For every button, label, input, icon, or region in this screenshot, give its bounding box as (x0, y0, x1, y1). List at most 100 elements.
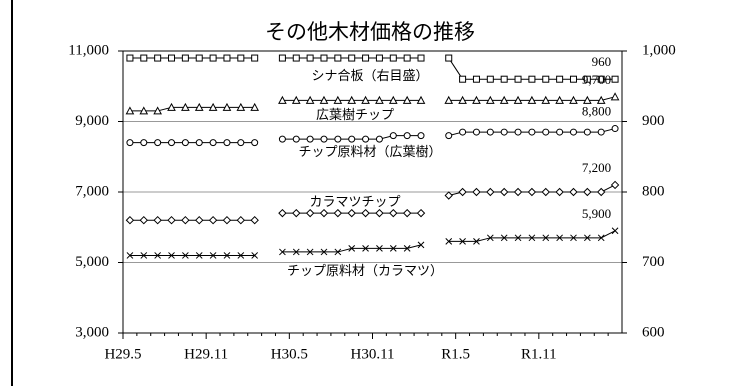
marker (389, 245, 397, 252)
marker (222, 215, 232, 225)
marker (126, 139, 134, 147)
marker (583, 187, 592, 197)
marker (486, 75, 494, 83)
marker (542, 75, 550, 83)
marker (333, 95, 343, 104)
marker (569, 75, 577, 83)
value-label: 7,200 (582, 160, 611, 175)
series-line (129, 128, 616, 144)
marker (499, 187, 509, 197)
marker (611, 227, 619, 235)
y-tick-label: 5,000 (75, 254, 109, 270)
marker (459, 128, 467, 136)
marker (348, 135, 356, 143)
marker (569, 187, 578, 197)
marker (237, 252, 245, 259)
marker (541, 187, 550, 197)
marker (361, 95, 370, 104)
series-label: カラマツチップ (309, 194, 400, 209)
marker (279, 248, 286, 256)
marker (486, 128, 494, 136)
marker (569, 128, 577, 136)
marker (167, 215, 176, 225)
marker (320, 248, 328, 256)
marker (611, 75, 619, 83)
marker (597, 187, 606, 197)
value-label: 960 (592, 54, 612, 69)
marker (472, 187, 481, 197)
marker (181, 139, 189, 147)
marker (195, 252, 203, 259)
marker (556, 234, 563, 242)
marker (292, 135, 300, 143)
marker (375, 208, 384, 218)
value-label: 9,700 (582, 72, 611, 87)
marker (610, 92, 620, 101)
marker (514, 75, 522, 83)
y-tick-label: 9,000 (75, 113, 109, 129)
marker (194, 102, 204, 111)
marker (570, 234, 577, 242)
marker (195, 139, 203, 147)
marker (528, 234, 536, 242)
marker (140, 252, 148, 259)
x-tick-label: H30.11 (350, 346, 394, 362)
marker (362, 245, 369, 252)
marker (402, 208, 412, 218)
marker (402, 95, 412, 104)
marker (140, 54, 148, 62)
x-tick-label: R1.5 (441, 346, 470, 362)
marker (237, 54, 245, 62)
marker (389, 208, 398, 218)
marker (486, 187, 495, 197)
marker (528, 75, 536, 83)
marker (389, 54, 397, 62)
marker (472, 75, 480, 83)
value-label: 8,800 (582, 104, 611, 119)
marker (403, 132, 411, 140)
marker (388, 95, 398, 104)
series-label: 広葉樹チップ (316, 107, 394, 122)
series-line (129, 230, 616, 256)
marker (182, 252, 189, 259)
marker (291, 95, 301, 104)
marker (499, 95, 509, 104)
marker (403, 245, 411, 252)
marker (306, 54, 314, 62)
value-label: 5,900 (582, 206, 611, 221)
marker (555, 187, 564, 197)
marker (334, 54, 342, 62)
marker (485, 95, 495, 104)
marker (416, 95, 426, 104)
marker (459, 237, 466, 245)
marker (542, 234, 550, 242)
marker (181, 215, 190, 225)
marker (514, 234, 522, 242)
marker (472, 128, 480, 136)
marker (251, 54, 259, 62)
marker (236, 215, 246, 225)
marker (445, 54, 453, 62)
marker (362, 54, 370, 62)
marker (168, 139, 176, 147)
y-tick-label: 11,000 (68, 42, 109, 58)
marker (223, 252, 231, 259)
y-tick-label: 3,000 (75, 324, 109, 340)
marker (569, 95, 578, 104)
marker (445, 237, 453, 245)
marker (181, 102, 190, 111)
marker (140, 139, 148, 147)
marker (168, 252, 175, 259)
marker (209, 54, 217, 62)
marker (236, 102, 246, 111)
marker (597, 75, 605, 83)
marker (292, 208, 301, 218)
marker (459, 75, 467, 83)
y-tick-label: 7,000 (75, 183, 109, 199)
marker (473, 237, 480, 245)
marker (556, 128, 564, 136)
marker (278, 95, 287, 104)
marker (208, 102, 218, 111)
series-label: チップ原料材（カラマツ） (287, 263, 443, 278)
marker (375, 54, 383, 62)
